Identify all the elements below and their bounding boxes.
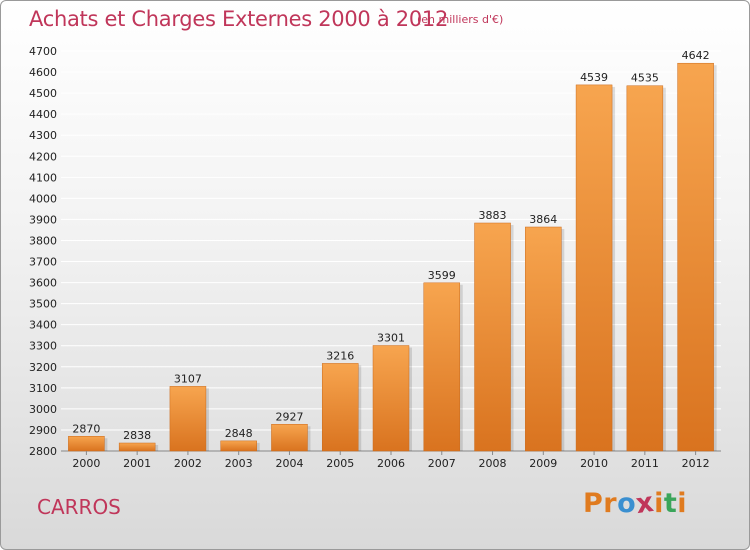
x-tick-label-2008: 2008 — [479, 457, 507, 470]
data-label-2004: 2927 — [275, 410, 303, 423]
x-tick-label-2000: 2000 — [72, 457, 100, 470]
logo-letter: o — [617, 488, 637, 519]
y-tick-label: 4200 — [29, 150, 57, 163]
bar-2011 — [626, 85, 664, 452]
city-name: CARROS — [37, 495, 121, 519]
y-tick-label: 4100 — [29, 171, 57, 184]
x-tick-label-2004: 2004 — [275, 457, 303, 470]
data-label-2006: 3301 — [377, 332, 405, 345]
chart-subtitle: (en milliers d'€) — [417, 13, 504, 26]
data-label-2010: 4539 — [580, 71, 608, 84]
logo-letter: x — [634, 486, 657, 521]
x-tick-label-2001: 2001 — [123, 457, 151, 470]
y-tick-label: 3300 — [29, 340, 57, 353]
x-tick-label-2003: 2003 — [225, 457, 253, 470]
x-tick-label-2011: 2011 — [631, 457, 659, 470]
x-tick-label-2010: 2010 — [580, 457, 608, 470]
y-tick-label: 3200 — [29, 361, 57, 374]
x-tick-label-2006: 2006 — [377, 457, 405, 470]
y-tick-label: 3700 — [29, 256, 57, 269]
y-tick-label: 3600 — [29, 277, 57, 290]
bar-2012 — [677, 62, 714, 452]
y-tick-label: 4300 — [29, 129, 57, 142]
bar-2010 — [575, 84, 613, 452]
y-tick-label: 4500 — [29, 87, 57, 100]
y-axis-ticks: 2800 2900 3000 3100 3200 3300 3400 3500 3600 3700… — [29, 45, 57, 458]
data-label-2005: 3216 — [326, 349, 354, 362]
logo-letter: i — [677, 488, 688, 519]
x-tick-label-2009: 2009 — [529, 457, 557, 470]
y-tick-label: 4600 — [29, 66, 57, 79]
logo-letter: t — [663, 488, 678, 519]
y-tick-label: 3400 — [29, 319, 57, 332]
bar-2006 — [372, 345, 410, 452]
y-tick-label: 3100 — [29, 382, 57, 395]
data-label-2007: 3599 — [428, 269, 456, 282]
bar-2003 — [220, 440, 257, 452]
y-tick-label: 4700 — [29, 45, 57, 58]
bar-2002 — [169, 386, 207, 452]
y-tick-label: 3500 — [29, 298, 57, 311]
y-tick-label: 3800 — [29, 234, 57, 247]
y-tick-label: 2900 — [29, 424, 57, 437]
bar-2007 — [423, 282, 461, 452]
chart-title: Achats et Charges Externes 2000 à 2012 — [29, 7, 449, 31]
bar-2000 — [68, 436, 105, 452]
bar-2001 — [118, 442, 156, 452]
data-label-2000: 2870 — [72, 422, 100, 435]
logo-letter: P — [583, 488, 604, 519]
x-tick-label-2007: 2007 — [428, 457, 456, 470]
bar-2005 — [321, 363, 359, 452]
data-label-2012: 4642 — [682, 49, 710, 62]
data-label-2003: 2848 — [225, 427, 253, 440]
y-tick-label: 3000 — [29, 403, 57, 416]
y-tick-label: 3900 — [29, 213, 57, 226]
logo-letter: i — [654, 488, 664, 519]
bar-2004 — [271, 424, 308, 452]
y-tick-label: 2800 — [29, 445, 57, 458]
y-tick-label: 4000 — [29, 192, 57, 205]
data-label-2011: 4535 — [631, 72, 659, 85]
proxiti-logo[interactable]: Proxiti — [583, 486, 688, 521]
x-tick-label-2012: 2012 — [682, 457, 710, 470]
x-tick-label-2002: 2002 — [174, 457, 202, 470]
data-label-2001: 2838 — [123, 429, 151, 442]
data-label-2002: 3107 — [174, 372, 202, 385]
data-label-2009: 3864 — [529, 213, 557, 226]
x-axis-ticks: 2000 2001 2002 2003 2004 2005 2006 2007 2008 2009… — [72, 451, 710, 470]
bar-2008 — [474, 222, 511, 452]
data-label-2008: 3883 — [479, 209, 507, 222]
bar-2009 — [525, 226, 562, 452]
logo-letter: r — [603, 488, 618, 519]
y-tick-label: 4400 — [29, 108, 57, 121]
bars: 2870 2838 3107 2848 2927 3216 3301 3599 3883 3864… — [68, 49, 717, 452]
x-tick-label-2005: 2005 — [326, 457, 354, 470]
